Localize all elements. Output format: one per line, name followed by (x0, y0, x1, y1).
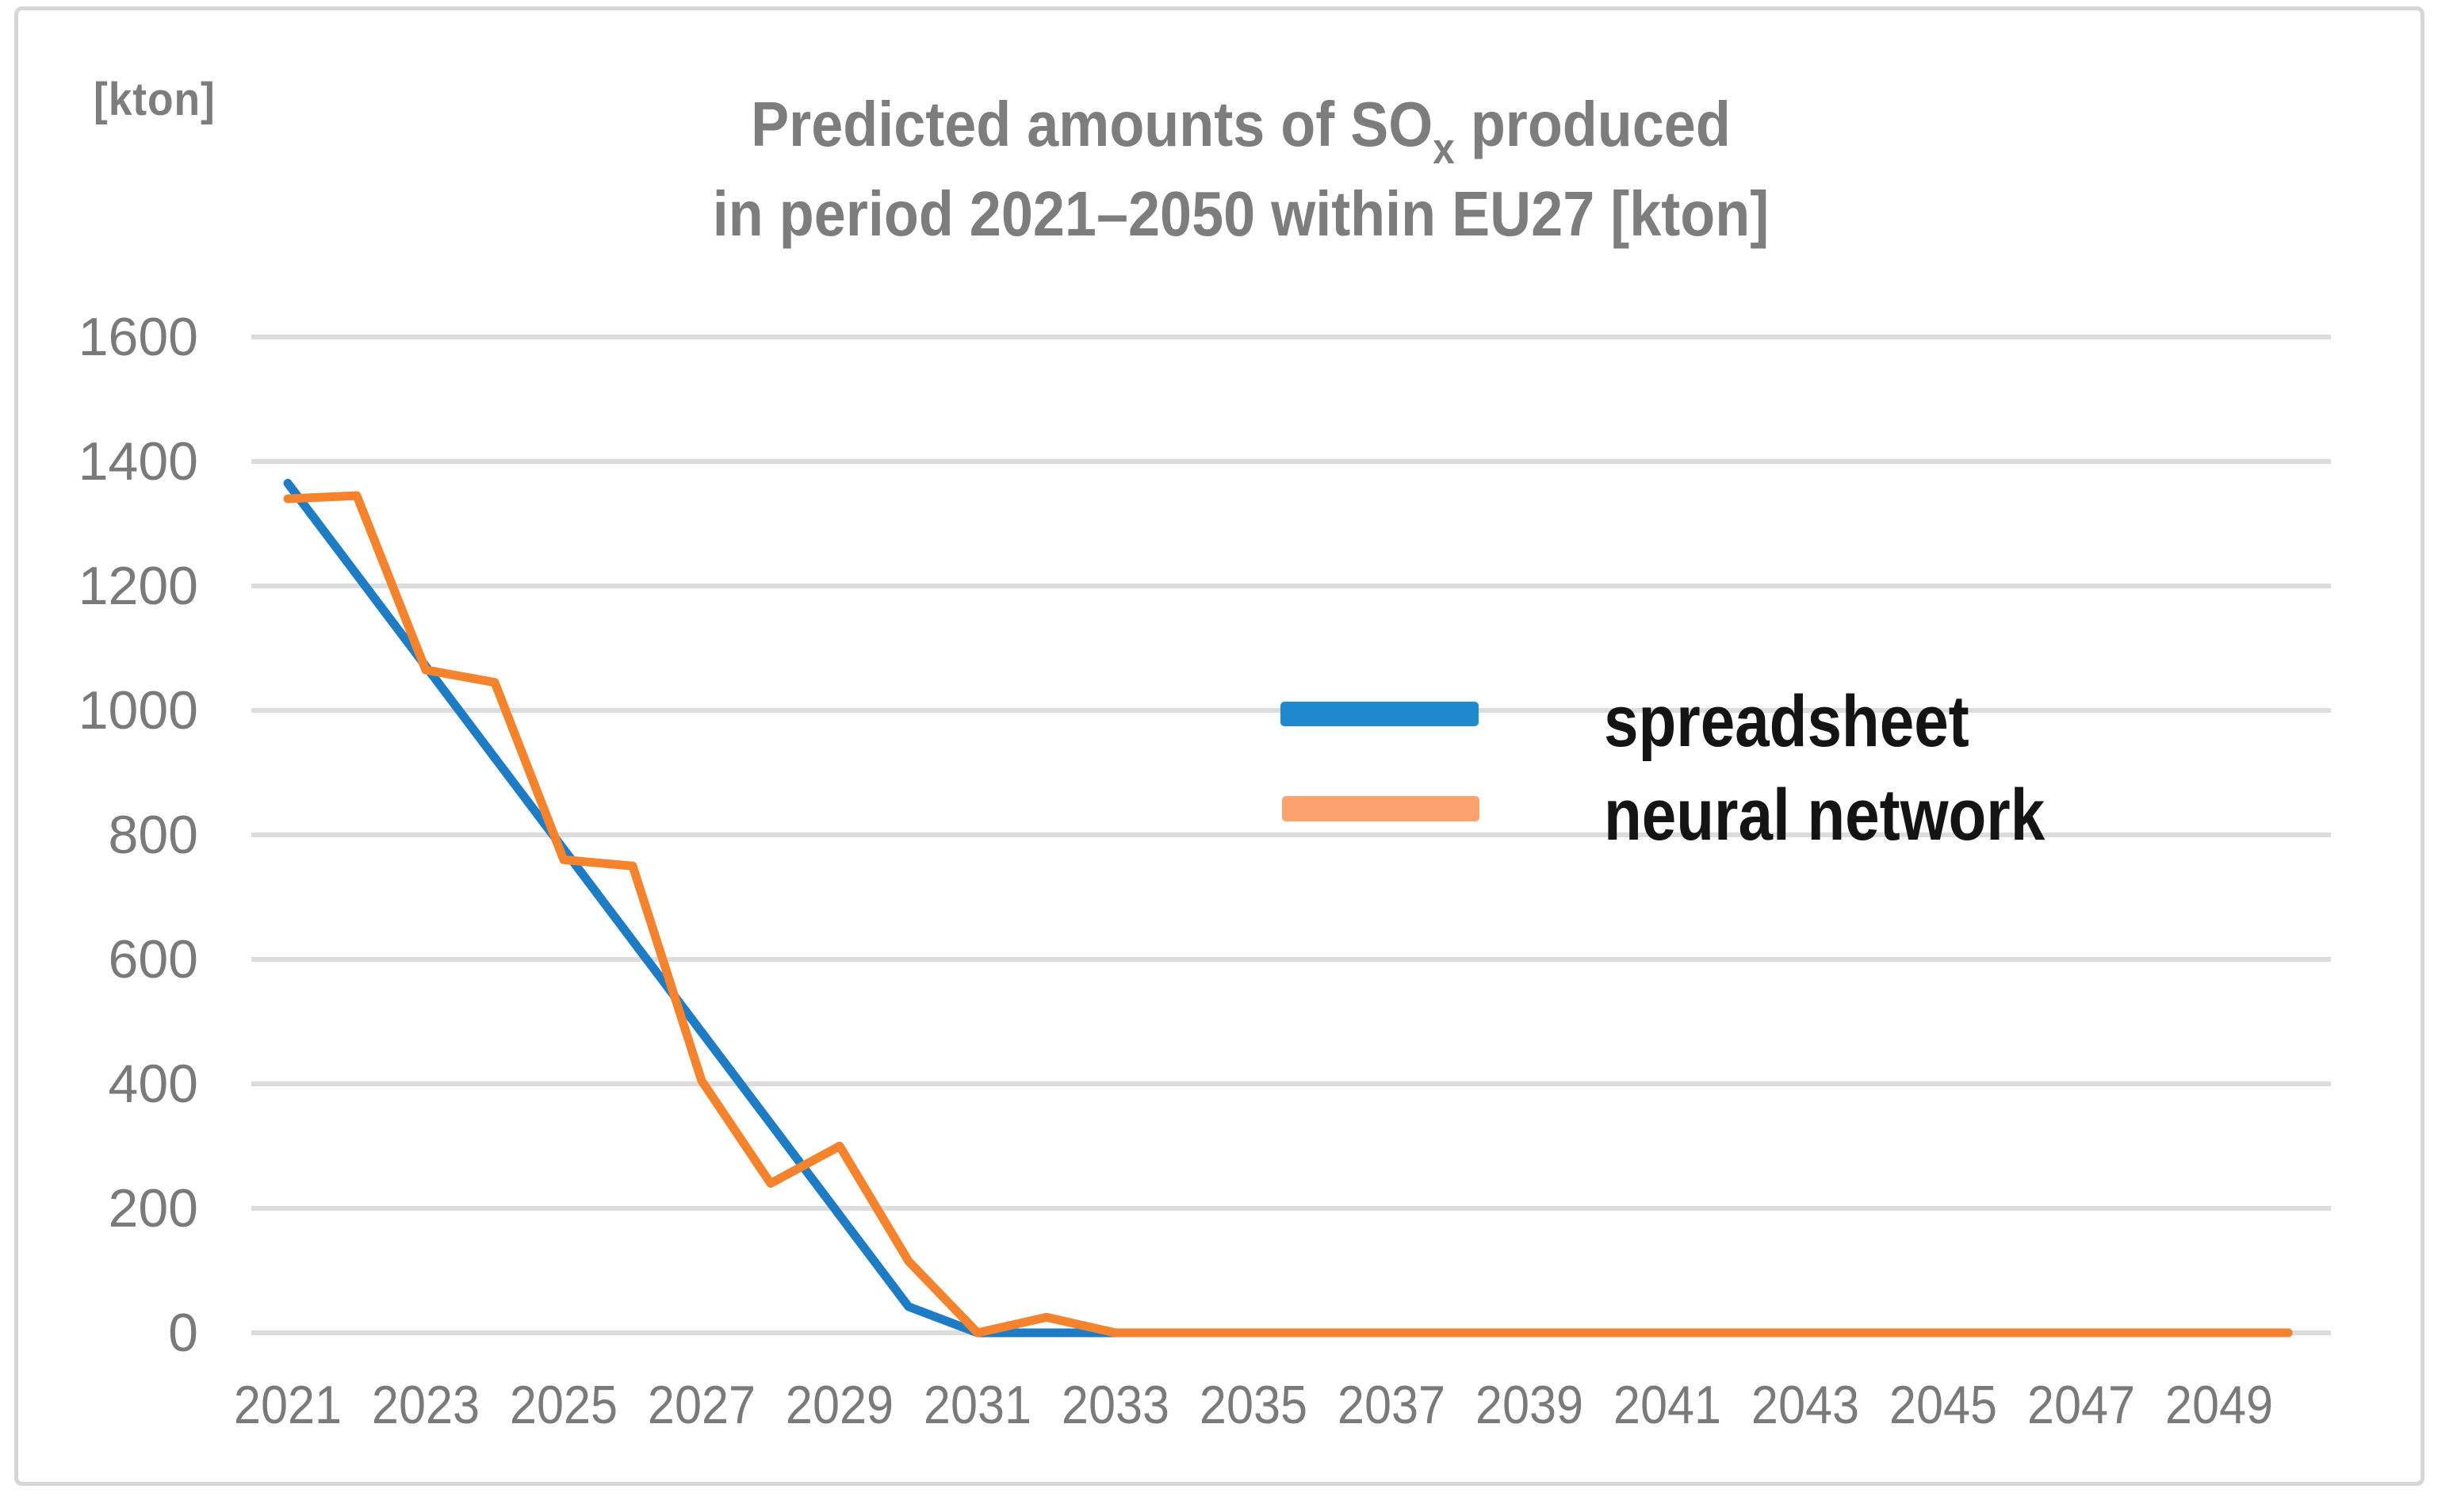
y-tick-label: 800 (108, 805, 198, 865)
x-tick-label: 2029 (785, 1375, 894, 1435)
y-tick-label: 1400 (78, 431, 198, 492)
title-subscript: x (1433, 124, 1455, 173)
x-tick-label: 2021 (233, 1375, 343, 1435)
x-tick-label: 2047 (2026, 1375, 2136, 1435)
x-tick-label: 2041 (1613, 1375, 1722, 1435)
x-tick-label: 2043 (1751, 1375, 1860, 1435)
x-tick-label: 2027 (647, 1375, 756, 1435)
x-tick-label: 2039 (1475, 1375, 1584, 1435)
y-axis-unit-label: [kton] (94, 74, 216, 125)
x-tick-label: 2023 (371, 1375, 480, 1435)
legend-label-spreadsheet: spreadsheet (1604, 681, 1969, 762)
series-lines (283, 478, 2293, 1338)
legend-swatch-spreadsheet (1280, 702, 1479, 726)
y-tick-label: 400 (108, 1054, 198, 1114)
x-tick-label: 2037 (1337, 1375, 1446, 1435)
y-tick-label: 600 (108, 929, 198, 989)
series-line-spreadsheet (283, 478, 2293, 1338)
y-tick-label: 1600 (78, 307, 198, 367)
x-tick-label: 2049 (2164, 1375, 2274, 1435)
figure-border (14, 6, 2424, 1486)
y-tick-label: 1200 (78, 556, 198, 616)
y-tick-label: 0 (168, 1303, 198, 1363)
y-tick-label: 1000 (78, 680, 198, 741)
chart-title-line2: in period 2021–2050 within EU27 [kton] (712, 178, 1770, 249)
y-tick-label: 200 (108, 1178, 198, 1238)
x-tick-label: 2045 (1889, 1375, 1998, 1435)
legend-label-neural-network: neural network (1604, 775, 2046, 856)
x-tick-label: 2035 (1199, 1375, 1308, 1435)
legend-swatch-neural-network (1282, 796, 1479, 821)
chart-title: Predicted amounts of SOx produced in per… (624, 79, 1858, 258)
x-tick-label: 2031 (923, 1375, 1032, 1435)
chart-title-line1: Predicted amounts of SOx produced (751, 89, 1731, 173)
x-tick-label: 2033 (1061, 1375, 1170, 1435)
series-line-neural-network (283, 491, 2293, 1338)
x-tick-label: 2025 (509, 1375, 618, 1435)
